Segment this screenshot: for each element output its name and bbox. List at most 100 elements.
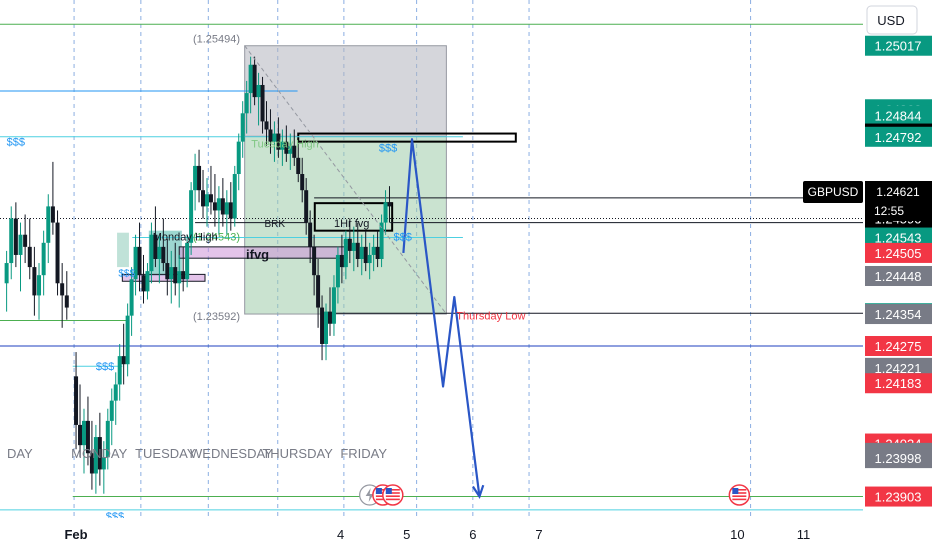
flag-stripe[interactable] <box>385 498 400 501</box>
candle-43 <box>189 182 194 255</box>
candle-0 <box>4 250 9 312</box>
candle-78 <box>327 287 332 336</box>
candle-body <box>50 206 55 223</box>
currency-label[interactable]: USD <box>877 13 904 28</box>
flag-canton[interactable] <box>732 488 739 494</box>
day-label-1: MONDAY <box>71 446 127 461</box>
candle-37 <box>165 238 170 296</box>
flag-stripe[interactable] <box>732 489 747 491</box>
candle-22 <box>105 408 110 470</box>
time-tick-0: Feb <box>64 527 87 542</box>
annotation-13: $$$ <box>393 232 411 244</box>
candle-body <box>300 174 305 191</box>
candle-body <box>204 194 209 207</box>
annotation-1: (1.23592) <box>193 311 240 323</box>
candle-body <box>335 254 340 288</box>
flag-canton[interactable] <box>375 488 382 494</box>
candle-35 <box>157 234 162 284</box>
candle-body <box>23 234 28 247</box>
candle-13 <box>64 271 69 320</box>
candle-body <box>9 218 14 264</box>
candle-59 <box>252 56 257 106</box>
candle-7 <box>37 263 42 320</box>
currency-button[interactable]: USD <box>866 5 918 35</box>
candle-body <box>260 84 265 122</box>
price-label-text: 1.24543 <box>875 231 922 246</box>
candle-body <box>169 267 174 280</box>
event-icons-layer[interactable] <box>359 484 751 506</box>
price-label-13: 1.24221 <box>865 357 932 378</box>
candle-92 <box>383 190 388 235</box>
candle-64 <box>272 121 277 162</box>
flag-stripe[interactable] <box>385 489 400 491</box>
candle-34 <box>153 206 158 268</box>
candle-body <box>367 254 372 264</box>
candle-72 <box>304 178 309 235</box>
candle-body <box>27 246 32 268</box>
candle-body <box>280 141 285 150</box>
price-label-bg <box>865 35 932 56</box>
candle-body <box>153 234 158 259</box>
price-label-bg <box>865 242 932 263</box>
time-tick-1: 4 <box>337 527 344 542</box>
day-label-4: THURSDAY <box>262 446 333 461</box>
candle-body <box>343 238 348 268</box>
price-label-text: 1.24792 <box>875 130 922 145</box>
candle-body <box>165 263 170 280</box>
currency-button-bg[interactable] <box>866 5 918 35</box>
time-tick-3: 6 <box>469 527 476 542</box>
candle-body <box>157 246 162 259</box>
flag-stripe[interactable] <box>375 498 390 501</box>
flag-stripe[interactable] <box>385 495 400 497</box>
flag-stripe[interactable] <box>375 489 390 491</box>
flag-icon-3[interactable] <box>728 484 751 506</box>
flag-stripe[interactable] <box>732 492 747 494</box>
candle-body <box>81 420 86 446</box>
candle-body <box>74 376 79 425</box>
price-label-17: 1.23998 <box>865 448 932 469</box>
candle-52 <box>224 190 229 235</box>
time-tick-4: 7 <box>535 527 542 542</box>
lightning-bolt[interactable] <box>365 488 374 502</box>
candle-body <box>256 84 261 98</box>
time-tick-6: 11 <box>797 527 811 542</box>
price-label-12: 1.24275 <box>865 336 932 357</box>
candle-body <box>121 356 126 365</box>
candle-49 <box>212 174 217 227</box>
candle-body <box>252 64 257 98</box>
candle-84 <box>351 226 356 272</box>
candle-body <box>327 311 332 324</box>
flag-stripe[interactable] <box>385 492 400 494</box>
flag-stripe[interactable] <box>732 498 747 501</box>
candle-5 <box>27 218 32 280</box>
candle-85 <box>355 222 360 268</box>
time-axis[interactable] <box>0 518 932 550</box>
candle-4 <box>23 214 28 264</box>
candle-26 <box>121 323 126 385</box>
candle-body <box>268 129 273 142</box>
candle-87 <box>363 230 368 272</box>
candle-58 <box>248 56 253 114</box>
flag-stripe[interactable] <box>732 495 747 497</box>
flag-icon-2[interactable] <box>382 484 404 506</box>
flag-canton[interactable] <box>385 488 392 494</box>
annotation-0: (1.25494) <box>193 33 240 45</box>
candle-6 <box>32 246 37 316</box>
price-label-9: 1.24448 <box>865 265 932 286</box>
candle-57 <box>244 80 249 134</box>
candle-body <box>236 141 241 175</box>
candle-body <box>145 271 150 292</box>
candle-36 <box>161 218 166 272</box>
candle-73 <box>308 210 313 264</box>
candle-body <box>149 234 154 272</box>
candle-body <box>97 437 102 470</box>
candle-body <box>137 246 142 276</box>
candle-27 <box>125 303 130 377</box>
candle-90 <box>375 230 380 268</box>
price-label-18: 1.23903 <box>865 486 932 507</box>
candle-54 <box>232 165 237 227</box>
candle-body <box>197 165 202 191</box>
